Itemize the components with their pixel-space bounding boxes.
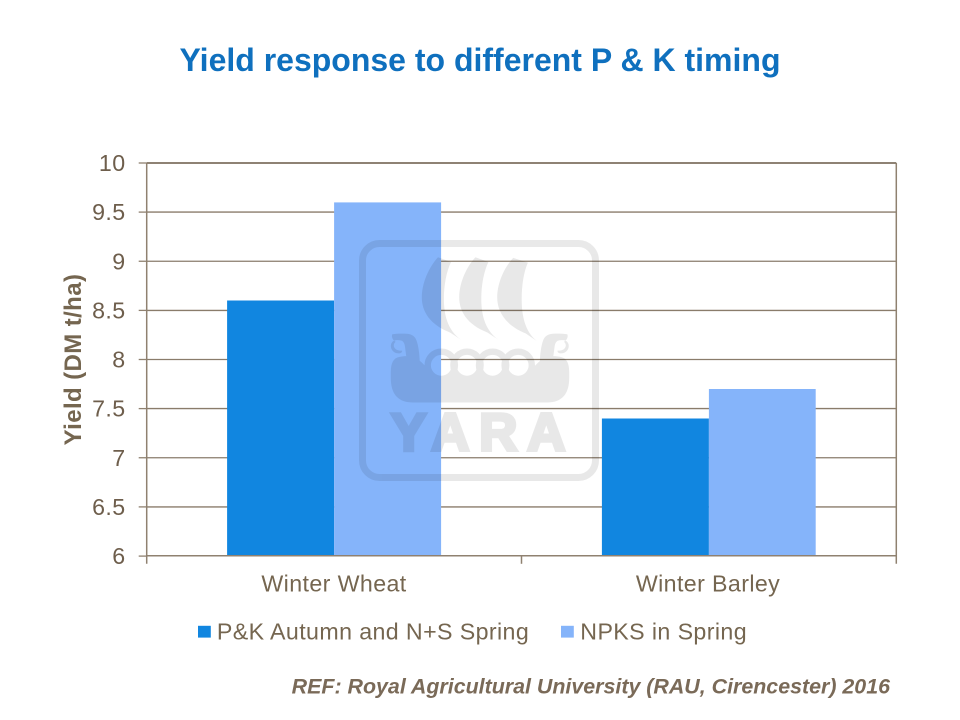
svg-text:7.5: 7.5 — [92, 396, 125, 422]
svg-text:8.5: 8.5 — [92, 298, 125, 324]
svg-text:9: 9 — [112, 248, 125, 274]
svg-text:Yield (DM t/ha): Yield (DM t/ha) — [60, 274, 87, 446]
svg-text:10: 10 — [99, 150, 126, 176]
svg-text:Winter Barley: Winter Barley — [636, 571, 780, 597]
svg-text:7: 7 — [112, 445, 125, 471]
svg-text:REF: Royal Agricultural Univer: REF: Royal Agricultural University (RAU,… — [292, 675, 891, 699]
svg-text:8: 8 — [112, 347, 125, 373]
svg-text:NPKS in Spring: NPKS in Spring — [580, 619, 747, 645]
svg-text:P&K Autumn and N+S Spring: P&K Autumn and N+S Spring — [217, 619, 529, 645]
svg-text:6.5: 6.5 — [92, 494, 125, 520]
svg-text:Winter Wheat: Winter Wheat — [261, 571, 406, 597]
svg-text:6: 6 — [112, 543, 125, 569]
svg-text:YARA: YARA — [391, 404, 575, 463]
svg-text:9.5: 9.5 — [92, 199, 125, 225]
